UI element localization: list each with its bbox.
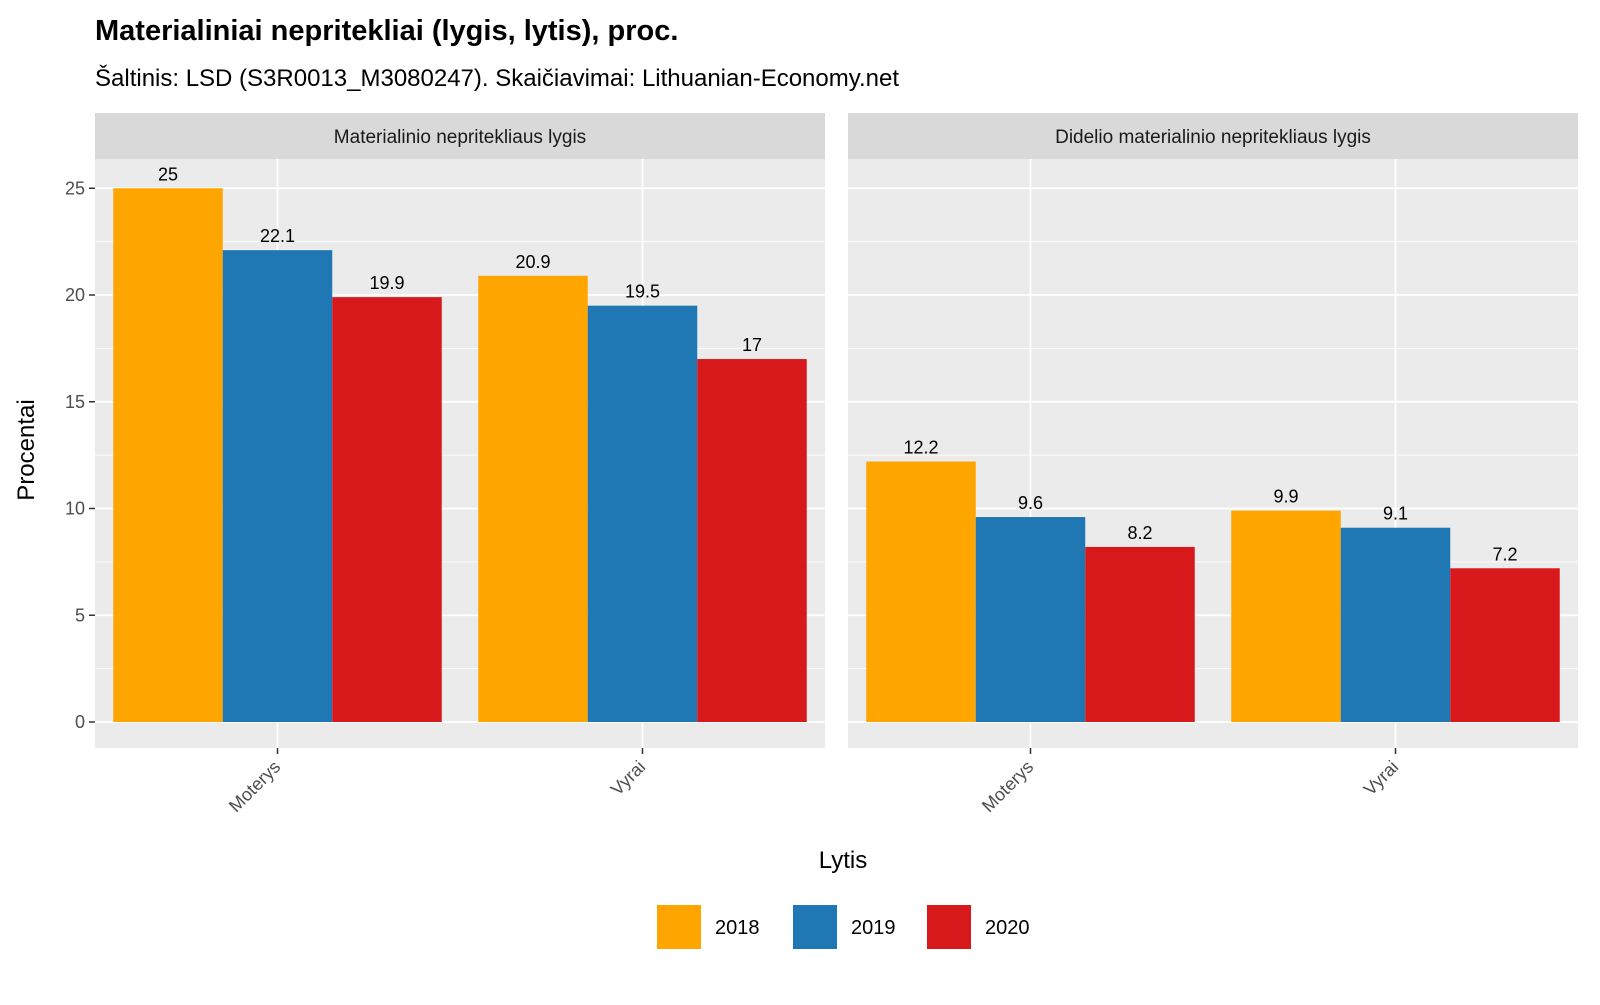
y-tick-label: 5 bbox=[75, 605, 85, 625]
bar bbox=[1231, 510, 1341, 722]
panel: Materialinio nepritekliaus lygis 25 22.1 19… bbox=[95, 113, 825, 816]
bar-value-label: 9.9 bbox=[1273, 487, 1298, 507]
x-tick-label: Vyrai bbox=[1360, 757, 1403, 800]
panel: Didelio materialinio nepritekliaus lygis… bbox=[848, 113, 1578, 816]
bar-value-label: 9.6 bbox=[1018, 493, 1043, 513]
bar bbox=[1340, 527, 1451, 722]
bar bbox=[332, 297, 442, 722]
legend: 2018 2019 2020 bbox=[657, 905, 1030, 949]
bar-value-label: 19.9 bbox=[369, 273, 404, 293]
bar bbox=[697, 359, 807, 722]
panel-strip bbox=[95, 113, 825, 159]
bar bbox=[478, 275, 588, 722]
bar-value-label: 7.2 bbox=[1492, 544, 1517, 564]
chart-subtitle: Šaltinis: LSD (S3R0013_M3080247). Skaiči… bbox=[95, 64, 899, 92]
bar-value-label: 17 bbox=[742, 335, 762, 355]
bar bbox=[975, 517, 1086, 722]
x-axis-title: Lytis bbox=[819, 847, 867, 874]
panels: Materialinio nepritekliaus lygis 25 22.1 19… bbox=[95, 113, 1578, 816]
bar bbox=[866, 461, 976, 722]
y-tick-label: 0 bbox=[75, 712, 85, 732]
bar-value-label: 22.1 bbox=[260, 226, 295, 246]
bar bbox=[587, 305, 698, 722]
bar-value-label: 20.9 bbox=[515, 252, 550, 272]
x-tick-label: Moterys bbox=[225, 757, 284, 816]
y-tick-label: 15 bbox=[65, 392, 85, 412]
panel-strip bbox=[848, 113, 1578, 159]
y-axis-title: Procentai bbox=[13, 399, 40, 500]
panel-title: Didelio materialinio nepritekliaus lygis bbox=[1055, 127, 1371, 148]
legend-label: 2020 bbox=[985, 917, 1030, 939]
bar bbox=[1450, 568, 1560, 722]
y-axis: 0 5 10 15 20 25 bbox=[65, 178, 95, 732]
bar-value-label: 12.2 bbox=[903, 438, 938, 458]
bar-value-label: 9.1 bbox=[1383, 504, 1408, 524]
legend-key bbox=[927, 905, 971, 949]
chart-title: Materialiniai nepritekliai (lygis, lytis… bbox=[95, 15, 678, 47]
legend-label: 2019 bbox=[851, 917, 896, 939]
y-tick-label: 20 bbox=[65, 285, 85, 305]
x-tick-label: Moterys bbox=[978, 757, 1037, 816]
bar bbox=[1085, 546, 1195, 722]
legend-key bbox=[657, 905, 701, 949]
x-tick-label: Vyrai bbox=[607, 757, 650, 800]
y-tick-label: 10 bbox=[65, 499, 85, 519]
bar-value-label: 19.5 bbox=[625, 282, 660, 302]
bar-value-label: 25 bbox=[158, 164, 178, 184]
bar bbox=[222, 250, 333, 723]
bar bbox=[113, 188, 223, 722]
legend-key bbox=[793, 905, 837, 949]
legend-label: 2018 bbox=[715, 917, 760, 939]
y-tick-label: 25 bbox=[65, 178, 85, 198]
panel-title: Materialinio nepritekliaus lygis bbox=[334, 127, 586, 148]
bar-value-label: 8.2 bbox=[1127, 523, 1152, 543]
